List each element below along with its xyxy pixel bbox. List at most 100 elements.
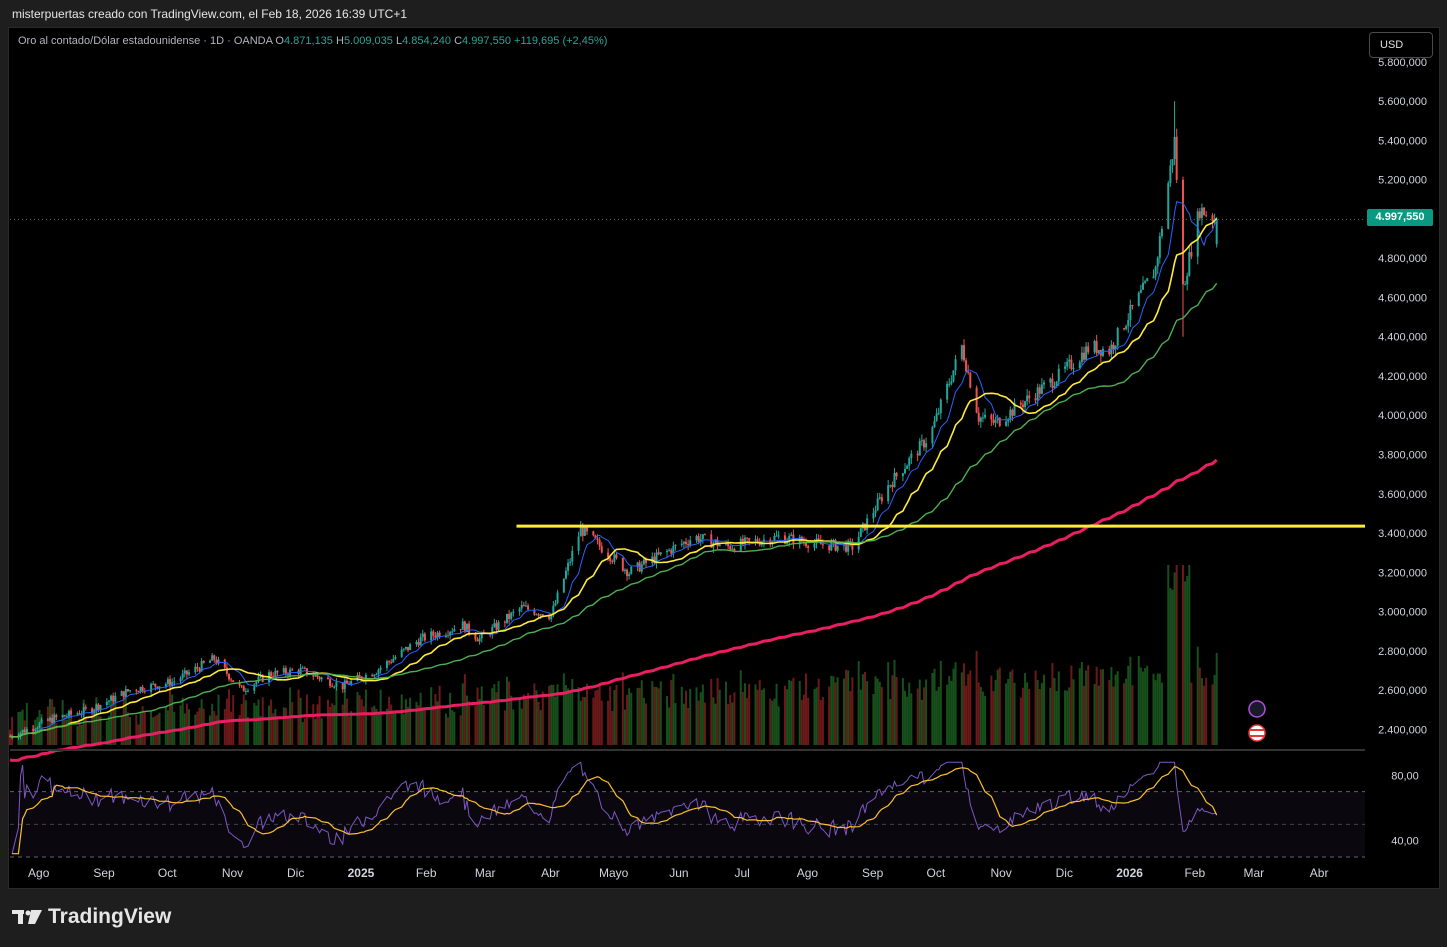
volume-bar	[1057, 671, 1060, 745]
candle-body	[527, 605, 530, 610]
volume-bar	[874, 676, 877, 745]
candle-body	[783, 535, 786, 544]
candle-body	[164, 683, 167, 687]
candle-body	[1198, 211, 1201, 219]
candle-body	[1186, 275, 1189, 285]
volume-bar	[21, 709, 24, 745]
volume-bar	[238, 715, 241, 745]
candle-body	[1024, 401, 1027, 408]
candle-body	[628, 573, 631, 577]
candle-body	[244, 691, 247, 693]
us-flag-stripe	[1250, 735, 1264, 737]
chart-frame[interactable]	[8, 27, 1440, 889]
volume-bar	[497, 681, 500, 745]
volume-bar	[1070, 665, 1073, 745]
volume-bar	[228, 689, 231, 745]
volume-bar	[638, 687, 641, 745]
volume-bar	[105, 720, 108, 745]
volume-bar	[699, 692, 702, 745]
candle-body	[183, 670, 186, 674]
volume-bar	[185, 703, 188, 745]
volume-bar	[994, 679, 997, 745]
candle-body	[954, 359, 957, 371]
rsi-line	[11, 761, 1217, 854]
candle-body	[642, 559, 645, 565]
volume-bar	[259, 716, 262, 745]
volume-bar	[845, 669, 848, 745]
volume-bar	[541, 691, 544, 745]
volume-bar	[901, 678, 904, 745]
time-tick-label: Sep	[93, 866, 115, 880]
volume-bar	[535, 690, 538, 745]
candle-body	[505, 613, 508, 623]
candle-body	[99, 705, 102, 710]
candle-body	[371, 675, 374, 677]
candle-body	[1175, 136, 1178, 180]
volume-bar	[364, 689, 367, 745]
volume-bar	[1066, 690, 1069, 745]
candle-body	[952, 370, 955, 382]
candle-body	[998, 417, 1001, 426]
volume-bar	[156, 714, 159, 745]
time-tick-label: Sep	[862, 866, 884, 880]
time-tick-label: 2026	[1116, 866, 1143, 880]
volume-bar	[476, 687, 479, 745]
volume-bar	[196, 711, 199, 745]
volume-bar	[272, 713, 275, 745]
tradingview-logo[interactable]: TradingView	[12, 905, 171, 929]
volume-bar	[276, 717, 279, 745]
volume-bar	[1026, 682, 1029, 745]
candle-body	[23, 729, 26, 733]
candle-body	[878, 497, 881, 499]
candle-body	[733, 548, 736, 552]
currency-button[interactable]: USD	[1369, 32, 1433, 58]
volume-bar	[152, 717, 155, 745]
candle-body	[880, 497, 883, 502]
volume-bar	[1043, 674, 1046, 745]
candle-body	[129, 690, 132, 692]
candle-body	[320, 677, 323, 680]
volume-bar	[571, 679, 574, 745]
volume-bar	[333, 705, 336, 745]
candle-body	[434, 635, 437, 638]
volume-bar	[653, 686, 656, 745]
candle-body	[232, 680, 235, 682]
candle-body	[1139, 289, 1142, 293]
volume-bar	[714, 703, 717, 745]
price-tick-label: 2.800,000	[1378, 646, 1427, 658]
volume-bar	[731, 702, 734, 745]
open-key: O	[275, 35, 284, 47]
volume-bar	[84, 717, 87, 745]
moving-averages	[9, 200, 1218, 762]
candle-body	[400, 649, 403, 657]
candle-body	[682, 541, 685, 544]
candle-body	[731, 548, 734, 550]
volume-bar	[93, 709, 96, 745]
volume-bar	[438, 685, 441, 745]
candle-body	[465, 623, 468, 632]
volume-bar	[1173, 572, 1176, 745]
volume-bar	[1040, 682, 1043, 745]
candle-body	[743, 537, 746, 545]
volume-bar	[729, 695, 732, 745]
volume-bar	[1203, 685, 1206, 745]
candle-body	[836, 545, 839, 551]
candle-body	[695, 536, 698, 541]
volume-bar	[805, 673, 808, 745]
volume-bar	[564, 685, 567, 745]
volume-bar	[916, 688, 919, 745]
volume-bar	[828, 686, 831, 745]
candle-body	[680, 543, 683, 545]
volume-bar	[61, 699, 64, 745]
volume-bar	[672, 673, 675, 745]
candle-body	[1085, 346, 1088, 360]
volume-bar	[379, 689, 382, 745]
candle-body	[246, 690, 249, 692]
candle-body	[1034, 398, 1037, 401]
candle-body	[1190, 252, 1193, 257]
candle-body	[659, 552, 662, 555]
candle-body	[1137, 292, 1140, 306]
volume-bar	[960, 672, 963, 745]
candle-body	[223, 659, 226, 668]
